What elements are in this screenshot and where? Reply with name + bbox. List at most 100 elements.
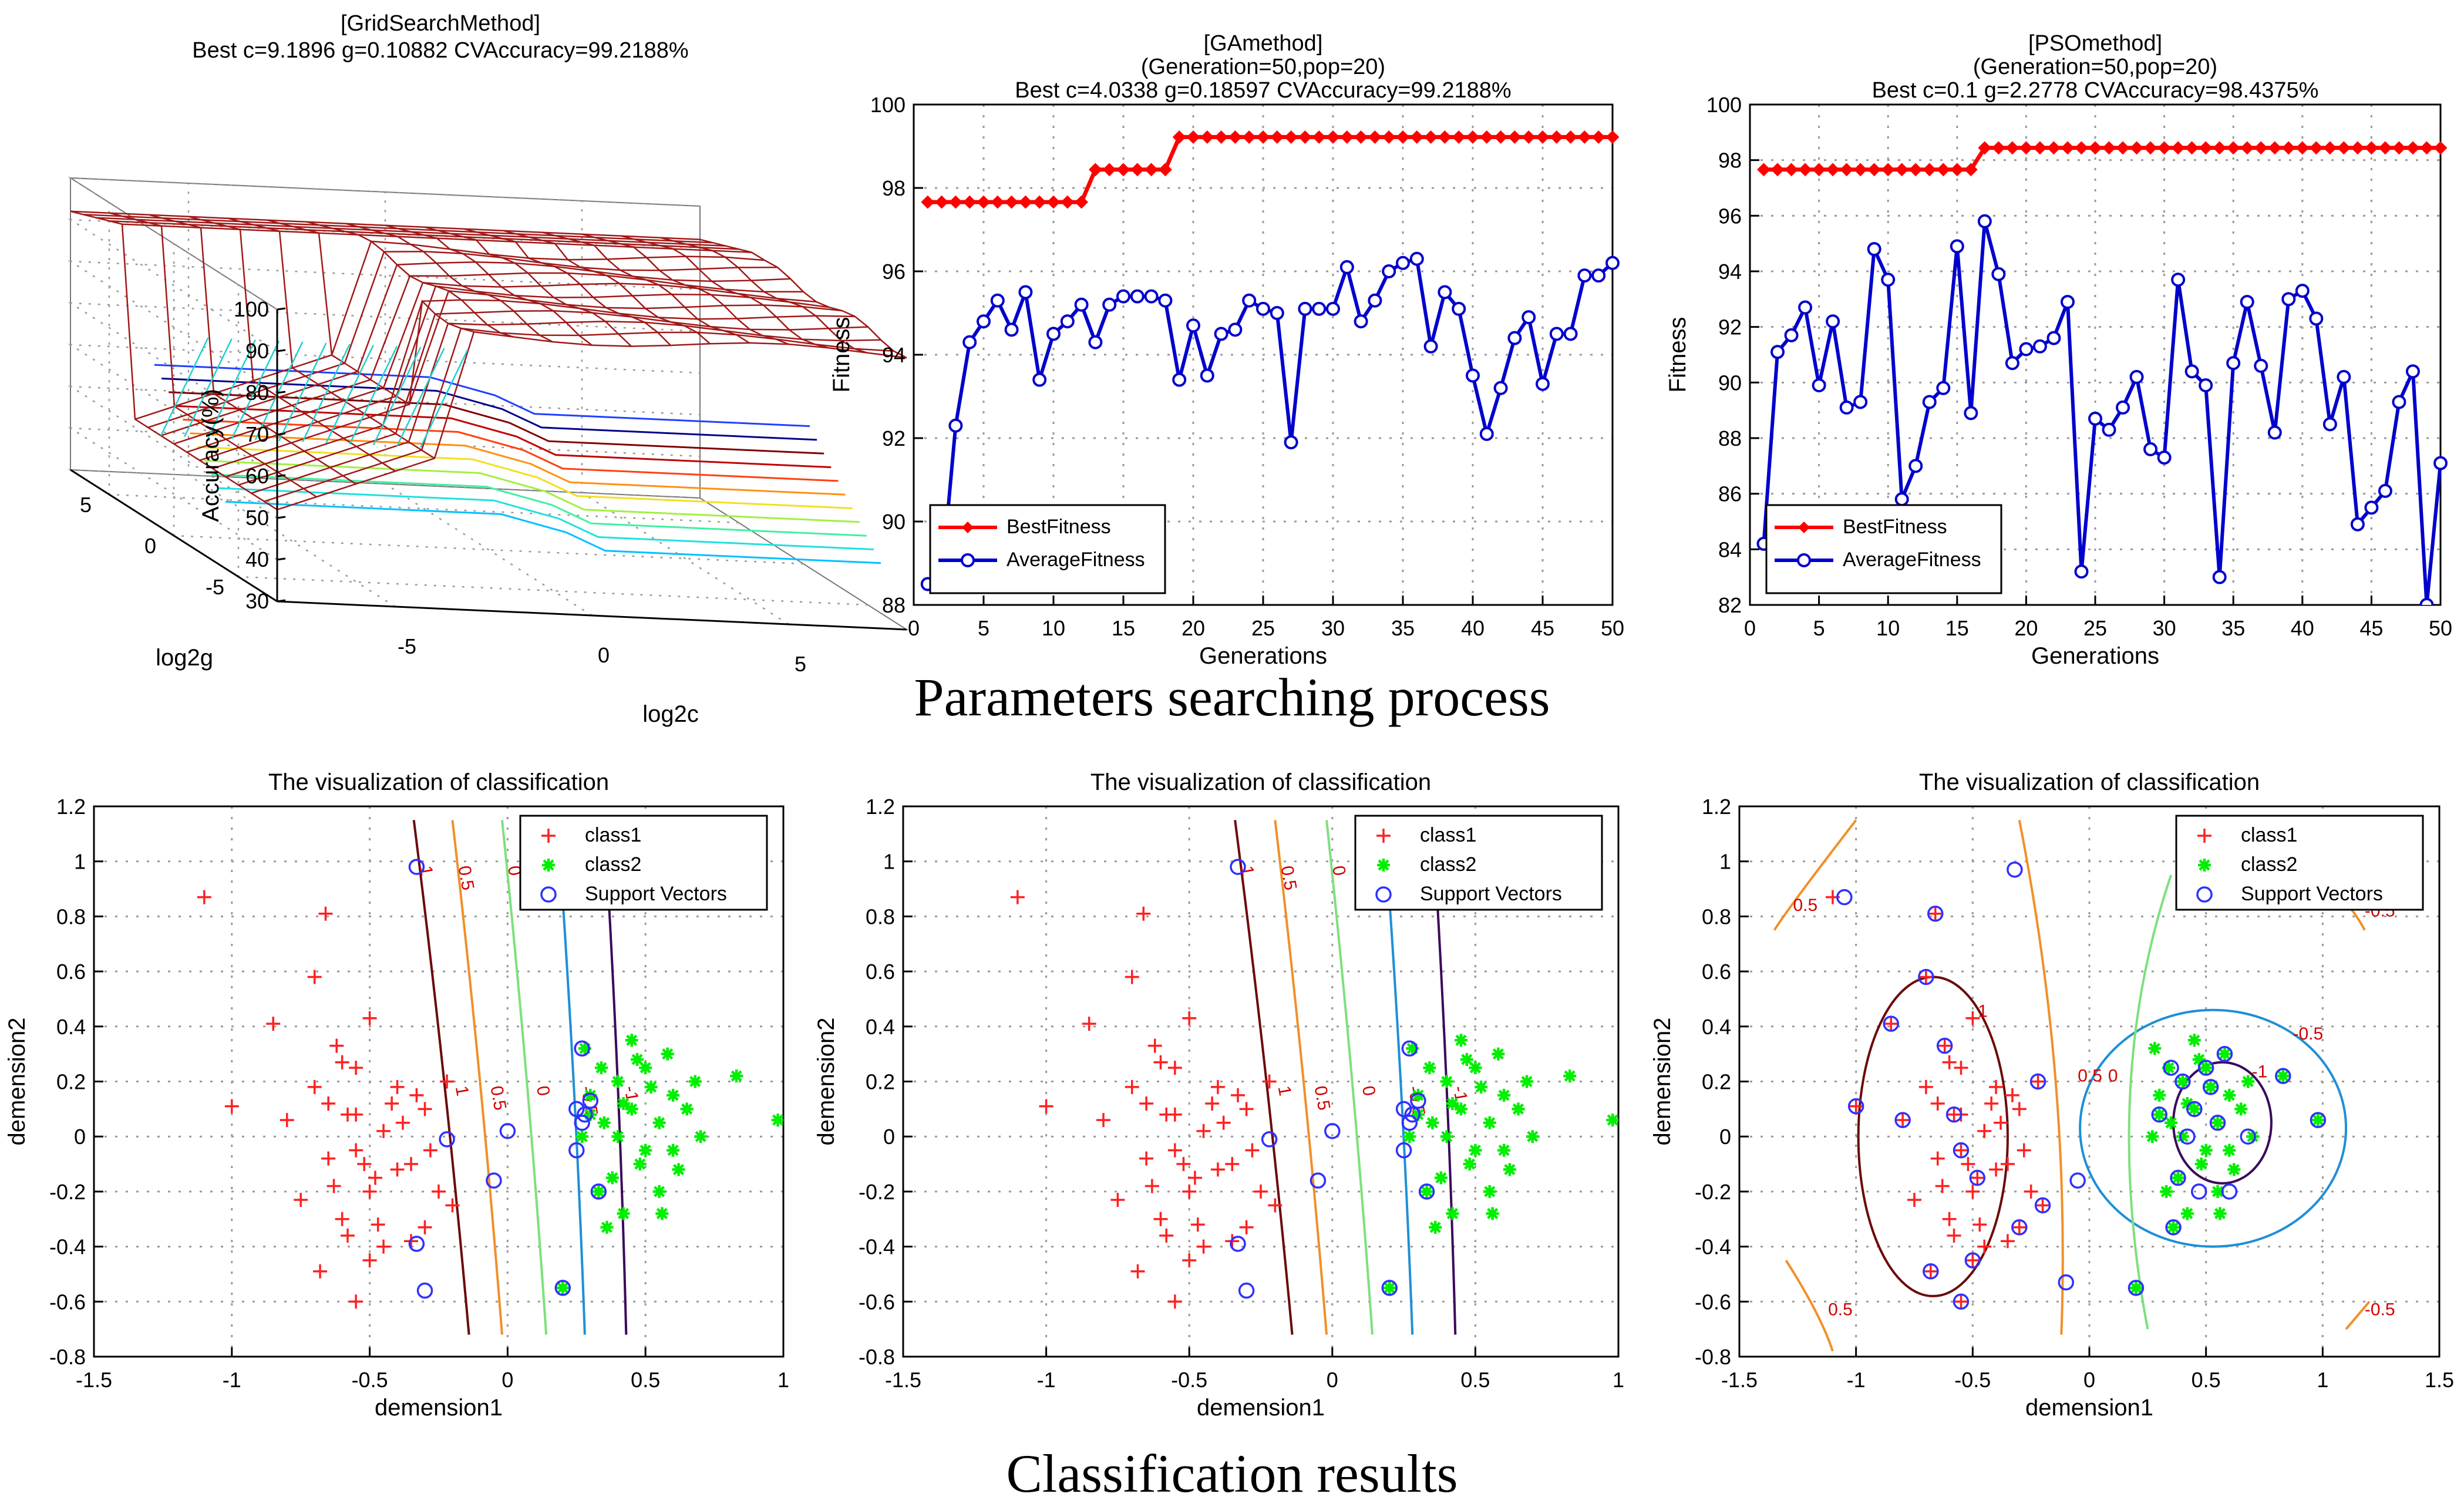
ga-tick-label-x: 30 (1321, 616, 1345, 640)
pso-avg-marker (2281, 292, 2296, 307)
cls3-class1-point (1954, 1143, 1968, 1158)
grid-contour-line (211, 473, 867, 537)
cls1-class1-point (418, 1220, 432, 1234)
cls2-tick-label-y: -0.8 (859, 1345, 895, 1369)
pso-avg-marker (2350, 517, 2365, 532)
cls2-class1-point (1239, 1102, 1254, 1116)
ga-best-marker (1396, 130, 1410, 144)
ga-avg-marker (948, 418, 963, 433)
ga-best-marker (1005, 195, 1019, 209)
cls2-support-vector (1324, 1123, 1341, 1139)
grid-contour-line (190, 432, 846, 496)
ga-best-marker (1577, 130, 1591, 144)
cls1-contour-line (501, 820, 548, 1335)
ga-best-marker (1298, 130, 1312, 144)
pso-legend-marker (1797, 553, 1811, 567)
cls2-legend-marker (1375, 886, 1392, 903)
cls2-legend-label: class1 (1420, 824, 1476, 846)
pso-best-marker (1923, 163, 1937, 177)
cls3-support-vector (2275, 1068, 2291, 1084)
cls2-class2-point (1503, 1163, 1516, 1176)
ga-legend-label: AverageFitness (1007, 549, 1145, 571)
ga-best-marker (1507, 130, 1522, 144)
cls2-support-vector (1395, 1142, 1412, 1159)
grid-chart: 30 40 50 60 70 80 90 100 Accuracy(%) -5 0 5 -5 0 5 log2… (68, 11, 909, 727)
ga-best-marker (948, 195, 962, 209)
ga-tick-label-x: 45 (1531, 616, 1554, 640)
cls1-support-vector (408, 1236, 425, 1252)
cls3-class2-point (2204, 1080, 2217, 1094)
cls2-tick-label-x: -1 (1037, 1368, 1056, 1392)
cls3-legend-marker (2196, 886, 2213, 903)
cls2-points (1010, 859, 1618, 1309)
cls1-class2-point (639, 1061, 652, 1075)
pso-best-marker (1757, 163, 1770, 177)
pso-tick-label-x: 15 (1945, 616, 1969, 640)
pso-tick-label-x: 35 (2221, 616, 2245, 640)
cls3-tick-label-x: 0 (2083, 1368, 2095, 1392)
cls3-support-vector (2165, 1219, 2182, 1236)
cls2-class2-point (1406, 1042, 1419, 1055)
cls3-tick-label-y: -0.4 (1695, 1235, 1731, 1259)
grid-contour-line (176, 405, 832, 469)
cls2-class2-point (1434, 1171, 1448, 1185)
grid-z-line (68, 177, 701, 311)
pso-best-marker (1867, 163, 1881, 177)
cls1-tick-label-y: 1.2 (56, 795, 86, 819)
pso-tick-label-y: 96 (1718, 204, 1742, 228)
ga-series-BestFitness (921, 130, 1620, 209)
cls2-contour-line (1234, 820, 1294, 1335)
cls3-class2-point (2187, 1102, 2201, 1116)
cls1-legend-marker (540, 886, 557, 903)
grid-mesh-col (621, 235, 829, 349)
pso-best-marker (1770, 163, 1785, 177)
pso-avg-marker (2212, 570, 2227, 584)
ga-avg-marker (1284, 435, 1298, 450)
cls1-class2-point (611, 1130, 625, 1143)
ga-xlabel: Generations (1199, 643, 1327, 669)
cls2-contour-label: 0 (1328, 864, 1349, 877)
ga-best-marker (1186, 130, 1200, 144)
cls1-contour-line (451, 820, 504, 1335)
cls3-class1-point (1965, 1011, 1980, 1025)
pso-avg-marker (2364, 500, 2379, 515)
cls2-title: The visualization of classification (1090, 769, 1431, 795)
cls2-class1-point (1196, 1239, 1211, 1254)
cls2-tick-label-x: 0 (1327, 1368, 1338, 1392)
cls2-class2-point (1483, 1185, 1496, 1198)
pso-avg-marker (2254, 358, 2268, 373)
pso-avg-marker (2240, 295, 2254, 310)
cls2-class1-point (1130, 1264, 1145, 1279)
cls1-class2-point (655, 1207, 669, 1220)
cls1-class2-point (575, 1130, 589, 1143)
cls2-class2-point (1469, 1061, 1482, 1075)
cls3-xlabel: demension1 (2025, 1395, 2153, 1421)
cls1-class2-point (688, 1075, 702, 1088)
cls3-class1-point (2031, 1074, 2045, 1089)
cls3-support-vector (1953, 1142, 1970, 1159)
cls1-class2-point (584, 1108, 597, 1121)
cls1-class1-point (404, 1157, 419, 1172)
cls1-legend-label: class2 (585, 853, 641, 876)
cls3-legend-marker (2197, 829, 2211, 843)
cls2-class1-point (1167, 1143, 1182, 1158)
ga-avg-marker (1242, 293, 1257, 308)
cls3-support-vector (1918, 968, 1934, 985)
grid-tick-label-z: 30 (245, 589, 269, 613)
cls1-class1-point (357, 1157, 372, 1172)
cls3-class1-point (1942, 1055, 1957, 1069)
pso-avg-marker (2116, 400, 2130, 415)
cls2-contour-label: 0 (1358, 1084, 1379, 1097)
cls2-class1-point (1231, 1088, 1246, 1102)
cls3-contour-label: -0.5 (2293, 1024, 2323, 1044)
cls2-legend-box (1354, 815, 1603, 911)
grid-contour-line (225, 500, 881, 564)
ga-tick-label-y: 100 (870, 93, 906, 117)
pso-xlabel: Generations (2031, 643, 2159, 669)
ga-avg-marker (1423, 339, 1438, 354)
cls2-class1-point (1176, 1157, 1191, 1172)
cls1-tick-label-y: 1 (74, 850, 86, 874)
cls2-support-vector (1230, 859, 1246, 875)
